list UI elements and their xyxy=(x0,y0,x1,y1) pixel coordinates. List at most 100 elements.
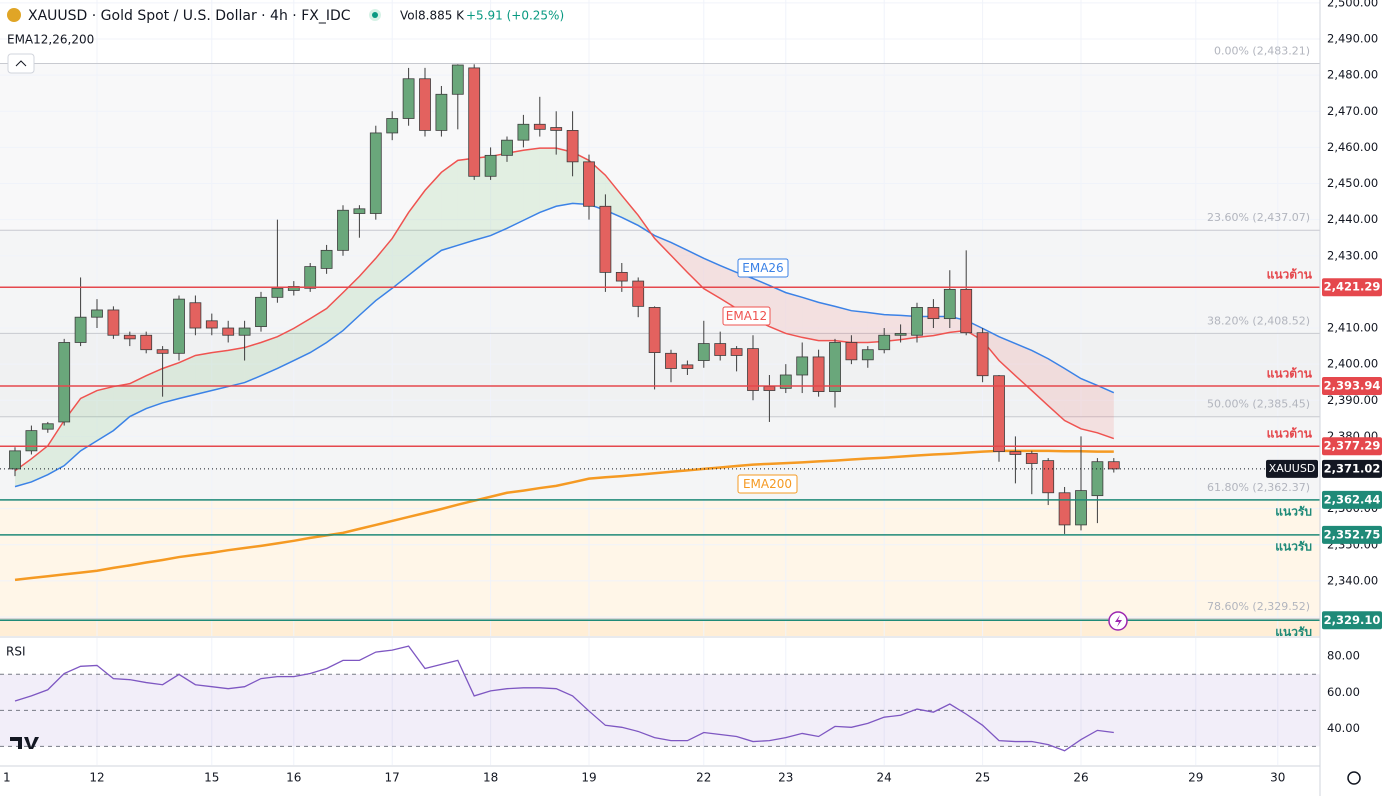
level-tag xyxy=(1322,611,1382,630)
level-tag xyxy=(1322,437,1382,456)
rsi-line xyxy=(14,645,1114,752)
candle-body xyxy=(1009,451,1022,455)
volume-value: 8.885 K xyxy=(418,9,465,23)
ema-cloud xyxy=(785,292,803,338)
ema-cloud xyxy=(523,148,540,221)
fib-band xyxy=(0,416,1320,501)
candle-body xyxy=(255,296,267,327)
candle-body xyxy=(74,316,87,343)
level-tag-text: 2,377.29 xyxy=(1324,439,1381,453)
alert-bolt xyxy=(1115,615,1122,627)
ema-cloud xyxy=(261,336,278,376)
candle-body xyxy=(976,332,989,377)
main-pane: 0.00% (2,483.21) 23.60% (2,437.07) 38.20% … xyxy=(0,0,1320,639)
candle-body xyxy=(730,348,743,356)
candle-body xyxy=(911,307,923,336)
symbol-tag-text: XAUUSD xyxy=(1269,462,1316,475)
level-tag-text: 2,362.44 xyxy=(1324,492,1381,506)
x-tick-label: 24 xyxy=(877,771,892,785)
price-change: +5.91 (+0.25%) xyxy=(466,9,564,23)
candle-body xyxy=(1025,452,1038,464)
candle-body xyxy=(648,307,661,353)
ema-tag xyxy=(737,474,798,494)
candle-body xyxy=(533,123,546,130)
candle-body xyxy=(304,266,317,289)
candle-body xyxy=(829,342,841,393)
fib-label: 50.00% (2,385.45) xyxy=(1207,398,1310,411)
candle-body xyxy=(222,327,235,336)
rsi-band xyxy=(0,674,1320,747)
level-name: แนวต้าน xyxy=(1267,367,1313,381)
level-name: แนวรับ xyxy=(1275,625,1312,639)
ema-cloud xyxy=(392,212,409,289)
candle-body xyxy=(960,288,973,334)
tv-logo xyxy=(10,737,39,749)
level-name: แนวรับ xyxy=(1275,539,1312,553)
ema-cloud xyxy=(1064,368,1081,429)
settings-icon[interactable] xyxy=(1347,771,1361,785)
candle-body xyxy=(58,342,71,423)
candle-body xyxy=(927,307,940,320)
level-tag xyxy=(1322,278,1382,297)
fib-band xyxy=(0,63,1320,231)
level-tag xyxy=(1322,490,1382,509)
level-tag xyxy=(1322,377,1382,396)
ema-cloud xyxy=(31,445,48,482)
rsi-tick-label: 80.00 xyxy=(1327,649,1360,663)
ema-cloud xyxy=(671,242,688,273)
rsi-label: RSI xyxy=(6,645,26,659)
x-tick-label: 25 xyxy=(975,771,990,785)
level-name: แนวรับ xyxy=(1275,504,1312,518)
candle-body xyxy=(140,334,153,351)
volume-label: Vol xyxy=(400,9,418,23)
ema-cloud xyxy=(146,368,163,409)
candle-body xyxy=(468,67,481,177)
ema-tag xyxy=(722,306,771,326)
ema-cloud xyxy=(703,258,721,299)
ema-cloud xyxy=(999,336,1016,376)
fib-label: 61.80% (2,362.37) xyxy=(1207,481,1310,494)
symbol-tag xyxy=(1266,459,1318,478)
candle-body xyxy=(1058,492,1071,526)
ema-cloud xyxy=(47,420,65,475)
ema-cloud xyxy=(621,195,639,226)
candle-body xyxy=(763,386,776,391)
candle-body xyxy=(419,78,431,131)
ema-cloud xyxy=(162,362,179,403)
x-tick-label: 17 xyxy=(385,771,400,785)
fib-label: 0.00% (2,483.21) xyxy=(1214,45,1310,58)
ema-cloud xyxy=(539,148,557,213)
chart-title: XAUUSD · Gold Spot / U.S. Dollar · 4h · … xyxy=(28,8,351,24)
collapse-chevron xyxy=(15,60,27,67)
candle-body xyxy=(107,309,120,336)
ema-cloud xyxy=(113,383,130,431)
x-tick-label: 15 xyxy=(204,771,219,785)
ema-cloud xyxy=(15,458,32,487)
x-tick-label: 22 xyxy=(696,771,711,785)
level-tag-text: 2,329.10 xyxy=(1324,613,1381,627)
y-tick-label: 2,440.00 xyxy=(1327,212,1378,226)
level-name: แนวต้าน xyxy=(1267,268,1313,282)
fib-band xyxy=(0,618,1320,636)
candle-body xyxy=(812,356,825,393)
rsi-pane xyxy=(0,638,1320,765)
level-tag xyxy=(1322,525,1382,544)
candle-body xyxy=(796,356,809,376)
x-tick-label: 19 xyxy=(581,771,596,785)
y-tick-label: 2,400.00 xyxy=(1327,357,1378,371)
x-tick-label: 12 xyxy=(89,771,104,785)
rsi-tick-label: 60.00 xyxy=(1327,685,1360,699)
collapse-button[interactable] xyxy=(7,53,35,74)
candle-body xyxy=(320,249,333,269)
candle-body xyxy=(353,208,366,214)
candle-body xyxy=(271,287,284,298)
level-name: แนวต้าน xyxy=(1267,427,1313,441)
ema-cloud xyxy=(244,342,261,383)
fib-label: 38.20% (2,408.52) xyxy=(1207,314,1310,327)
candle-body xyxy=(861,349,874,361)
ema-cloud xyxy=(1048,358,1065,421)
y-tick-label: 2,340.00 xyxy=(1327,573,1378,587)
fib-band xyxy=(0,500,1320,619)
